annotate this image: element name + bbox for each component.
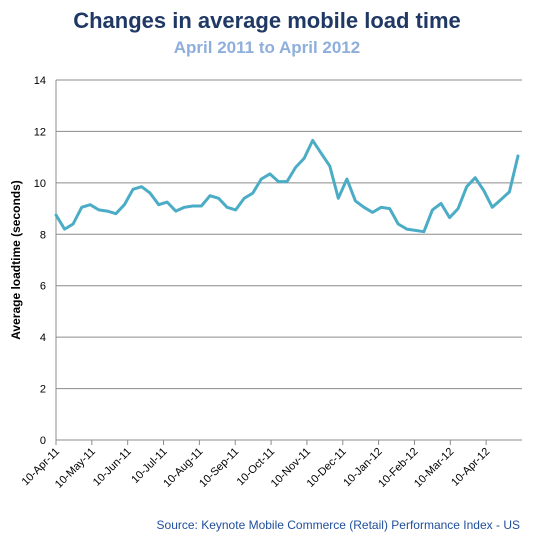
x-tick-labels: 10-Apr-1110-May-1110-Jun-1110-Jul-1110-A… [20,446,493,491]
y-tick-label: 8 [40,229,46,241]
x-tick-label: 10-Sep-11 [197,446,241,490]
chart-title: Changes in average mobile load time [73,8,461,33]
x-tick-label: 10-Jun-11 [91,446,134,489]
y-tick-label: 0 [40,435,46,447]
y-tick-label: 6 [40,281,46,293]
source-note: Source: Keynote Mobile Commerce (Retail)… [156,518,520,532]
y-tick-label: 14 [34,75,46,87]
x-tick-label: 10-Apr-12 [449,446,492,489]
series-layer [54,138,520,234]
y-axis-title: Average loadtime (seconds) [9,180,23,340]
axes [55,80,522,445]
y-tick-label: 10 [34,178,46,190]
y-tick-labels: 0 2 4 6 8 10 12 14 [34,75,46,447]
y-tick-label: 2 [40,384,46,396]
x-tick-label: 10-Dec-11 [305,446,349,490]
series-line [54,138,520,234]
y-tick-label: 4 [40,332,46,344]
chart-subtitle: April 2011 to April 2012 [173,38,361,57]
y-tick-label: 12 [34,126,46,138]
gridlines [56,79,522,390]
